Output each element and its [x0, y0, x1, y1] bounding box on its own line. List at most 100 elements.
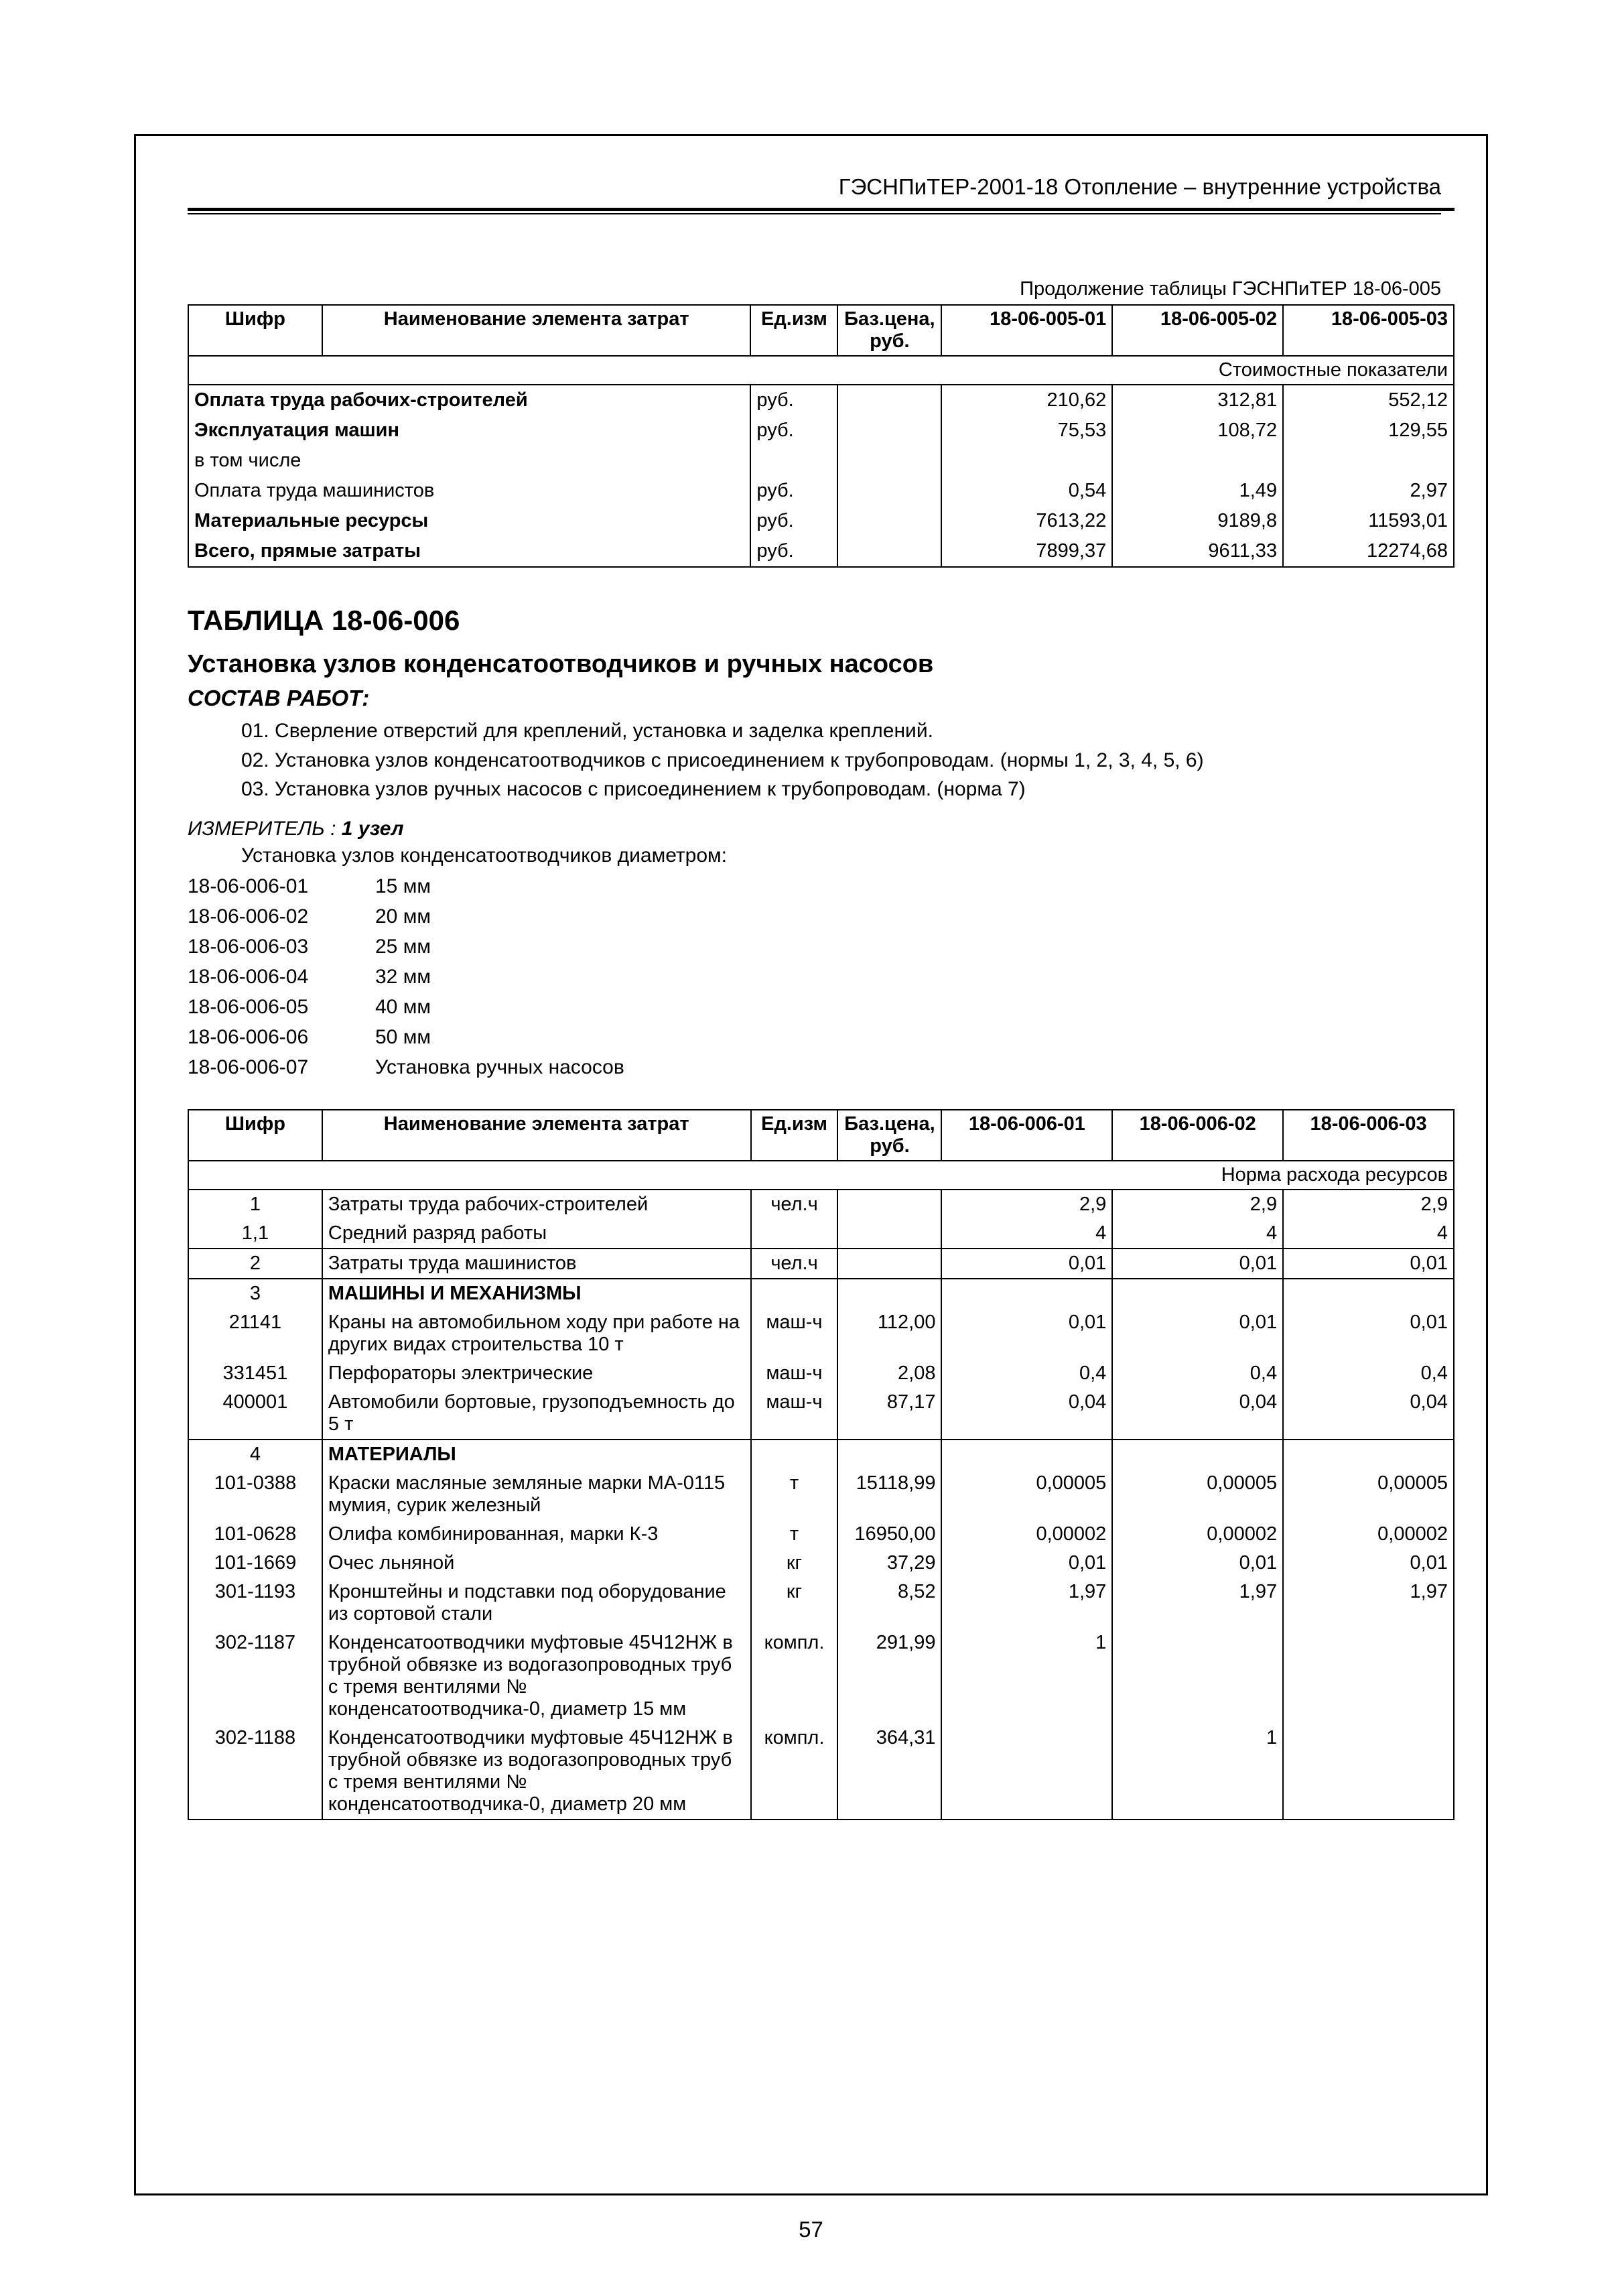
table-row: 3МАШИНЫ И МЕХАНИЗМЫ	[188, 1279, 1454, 1308]
cell-value: 552,12	[1283, 385, 1454, 416]
cell-baseprice	[837, 1219, 941, 1249]
cell-value: 0,01	[941, 1308, 1112, 1359]
cell-baseprice: 364,31	[837, 1724, 941, 1820]
cell-unit	[750, 446, 837, 476]
cell-unit: чел.ч	[751, 1190, 838, 1219]
table-row: Оплата труда машинистовруб.0,541,492,97	[188, 476, 1454, 506]
cell-code: 1	[188, 1190, 322, 1219]
table-row: 1,1Средний разряд работы444	[188, 1219, 1454, 1249]
cell-baseprice	[837, 1279, 941, 1308]
code-row: 18-06-006-0432 мм	[188, 962, 1455, 992]
cell-name: Очес льняной	[322, 1549, 751, 1578]
cell-value: 0,00005	[941, 1469, 1112, 1520]
cell-name: Конденсатоотводчики муфтовые 45Ч12НЖ в т…	[322, 1629, 751, 1724]
cell-value: 0,4	[1283, 1359, 1454, 1388]
cell-name: Кронштейны и подставки под оборудование …	[322, 1578, 751, 1629]
cell-name: Олифа комбинированная, марки К-3	[322, 1520, 751, 1549]
cell-value: 0,01	[1283, 1549, 1454, 1578]
cell-unit: чел.ч	[751, 1249, 838, 1279]
code-row: 18-06-006-07Установка ручных насосов	[188, 1052, 1455, 1082]
table-subheader-row: Норма расхода ресурсов	[188, 1161, 1454, 1190]
code-value: 18-06-006-03	[188, 932, 375, 962]
cell-value: 9611,33	[1112, 536, 1283, 567]
code-value: 18-06-006-01	[188, 871, 375, 901]
table-header-row: Шифр Наименование элемента затрат Ед.изм…	[188, 1110, 1454, 1161]
code-label: 15 мм	[375, 871, 431, 901]
table-row: 21141Краны на автомобильном ходу при раб…	[188, 1308, 1454, 1359]
cell-value: 0,00002	[941, 1520, 1112, 1549]
cell-code: 2	[188, 1249, 322, 1279]
col-name: Наименование элемента затрат	[322, 1110, 751, 1161]
cell-unit: руб.	[750, 385, 837, 416]
table-row: 101-0628Олифа комбинированная, марки К-3…	[188, 1520, 1454, 1549]
table-number: ТАБЛИЦА 18-06-006	[188, 604, 1455, 637]
table-row: 400001Автомобили бортовые, грузоподъемно…	[188, 1388, 1454, 1440]
cell-baseprice	[837, 1440, 941, 1469]
table-header-row: Шифр Наименование элемента затрат Ед.изм…	[188, 305, 1454, 356]
work-item: 01. Сверление отверстий для креплений, у…	[241, 716, 1455, 746]
cell-value: 12274,68	[1283, 536, 1454, 567]
cell-value: 0,00002	[1112, 1520, 1283, 1549]
cell-value: 0,01	[1112, 1549, 1283, 1578]
cell-name: Затраты труда рабочих-строителей	[322, 1190, 751, 1219]
code-value: 18-06-006-02	[188, 901, 375, 932]
cell-baseprice	[837, 385, 941, 416]
cell-baseprice: 112,00	[837, 1308, 941, 1359]
code-label: 32 мм	[375, 962, 431, 992]
cell-value: 0,01	[1283, 1249, 1454, 1279]
cell-unit: руб.	[750, 536, 837, 567]
izm-label: ИЗМЕРИТЕЛЬ :	[188, 818, 336, 840]
cell-value: 0,01	[941, 1549, 1112, 1578]
cell-value: 210,62	[941, 385, 1112, 416]
cell-value: 0,00002	[1283, 1520, 1454, 1549]
code-value: 18-06-006-05	[188, 992, 375, 1022]
cell-baseprice: 2,08	[837, 1359, 941, 1388]
cell-name: МАШИНЫ И МЕХАНИЗМЫ	[322, 1279, 751, 1308]
cell-value: 0,01	[941, 1249, 1112, 1279]
diameter-intro: Установка узлов конденсатоотводчиков диа…	[241, 844, 1455, 867]
cost-row-label: Материальные ресурсы	[188, 506, 750, 536]
measurer-line: ИЗМЕРИТЕЛЬ : 1 узел	[188, 818, 1455, 840]
cell-baseprice	[837, 446, 941, 476]
table-row: Оплата труда рабочих-строителейруб.210,6…	[188, 385, 1454, 416]
cell-value	[1283, 1440, 1454, 1469]
cost-table-18-06-005: Шифр Наименование элемента затрат Ед.изм…	[188, 304, 1455, 568]
cell-value: 2,9	[1112, 1190, 1283, 1219]
header-underline	[188, 213, 1441, 214]
cell-unit: кг	[751, 1578, 838, 1629]
cell-value: 2,9	[941, 1190, 1112, 1219]
document-page: ГЭСНПиТЕР-2001-18 Отопление – внутренние…	[0, 0, 1622, 2296]
cell-unit: маш-ч	[751, 1388, 838, 1440]
cell-value	[1112, 1279, 1283, 1308]
cell-value: 75,53	[941, 416, 1112, 446]
cell-value: 0,04	[1283, 1388, 1454, 1440]
cell-baseprice	[837, 536, 941, 567]
cell-value: 1	[1112, 1724, 1283, 1820]
table-row: 302-1187Конденсатоотводчики муфтовые 45Ч…	[188, 1629, 1454, 1724]
cell-value: 0,54	[941, 476, 1112, 506]
cell-unit: кг	[751, 1549, 838, 1578]
cell-value: 0,04	[1112, 1388, 1283, 1440]
table-row: 101-1669Очес льнянойкг37,290,010,010,01	[188, 1549, 1454, 1578]
code-label: 50 мм	[375, 1022, 431, 1052]
cell-baseprice: 8,52	[837, 1578, 941, 1629]
col-baseprice: Баз.цена, руб.	[837, 1110, 941, 1161]
table-row: в том числе	[188, 446, 1454, 476]
cell-unit	[751, 1279, 838, 1308]
table-row: 101-0388Краски масляные земляные марки М…	[188, 1469, 1454, 1520]
code-label: 25 мм	[375, 932, 431, 962]
code-label: 40 мм	[375, 992, 431, 1022]
page-header: ГЭСНПиТЕР-2001-18 Отопление – внутренние…	[188, 174, 1455, 211]
cell-value: 0,04	[941, 1388, 1112, 1440]
table-row: 2Затраты труда машинистовчел.ч0,010,010,…	[188, 1249, 1454, 1279]
cell-code: 101-0388	[188, 1469, 322, 1520]
work-item: 03. Установка узлов ручных насосов с при…	[241, 775, 1455, 804]
cell-value: 1,97	[1112, 1578, 1283, 1629]
cell-value: 0,01	[1112, 1308, 1283, 1359]
continuation-label: Продолжение таблицы ГЭСНПиТЕР 18-06-005	[188, 278, 1455, 300]
cost-row-label: Оплата труда машинистов	[188, 476, 750, 506]
cell-unit	[751, 1219, 838, 1249]
cell-code: 301-1193	[188, 1578, 322, 1629]
cell-baseprice	[837, 1190, 941, 1219]
cell-baseprice: 291,99	[837, 1629, 941, 1724]
